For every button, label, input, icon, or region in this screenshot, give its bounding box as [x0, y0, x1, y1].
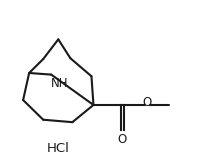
Text: O: O	[141, 96, 151, 109]
Text: O: O	[117, 133, 126, 146]
Text: NH: NH	[50, 77, 68, 90]
Text: HCl: HCl	[47, 142, 69, 155]
